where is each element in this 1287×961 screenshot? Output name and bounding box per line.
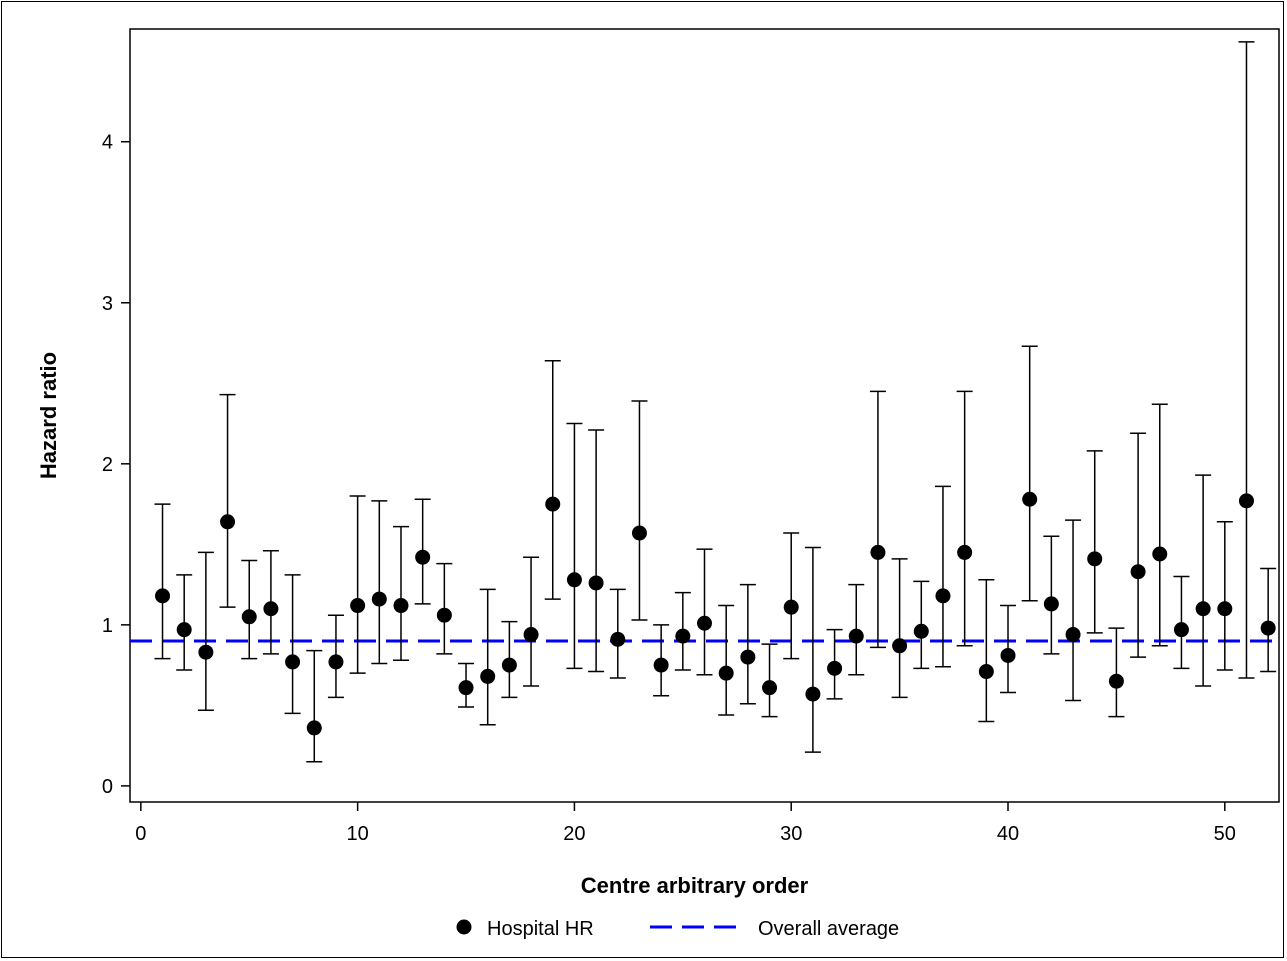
y-tick-label: 3 — [102, 293, 113, 315]
data-point — [740, 649, 756, 665]
data-point — [545, 496, 561, 512]
data-point — [848, 628, 864, 644]
data-point — [436, 607, 452, 623]
data-point — [1195, 601, 1211, 617]
data-point — [1130, 564, 1146, 580]
data-point — [415, 549, 431, 565]
data-point — [935, 588, 951, 604]
data-point — [1108, 673, 1124, 689]
y-tick-label: 2 — [102, 454, 113, 476]
x-tick-label: 0 — [135, 823, 146, 845]
data-point — [978, 664, 994, 680]
data-point — [241, 609, 257, 625]
data-point — [285, 654, 301, 670]
y-axis: 0 1 2 3 4 — [102, 132, 130, 798]
data-point — [1217, 601, 1233, 617]
data-point — [328, 654, 344, 670]
data-point — [371, 591, 387, 607]
points-layer — [155, 491, 1276, 736]
data-point — [783, 599, 799, 615]
data-point — [480, 668, 496, 684]
y-axis-title: Hazard ratio — [36, 352, 61, 479]
data-point — [653, 657, 669, 673]
data-point — [1000, 647, 1016, 663]
data-point — [697, 615, 712, 631]
data-point — [610, 631, 626, 647]
plot-area-frame — [129, 28, 1280, 803]
legend-marker-hospital-hr — [456, 919, 472, 935]
data-point — [957, 544, 973, 560]
legend-label-hospital-hr: Hospital HR — [487, 918, 594, 940]
error-bars-layer — [154, 41, 1277, 763]
data-point — [805, 686, 821, 702]
legend: Hospital HR Overall average — [456, 918, 899, 940]
data-point — [675, 628, 691, 644]
data-point — [892, 638, 908, 654]
data-point — [1238, 493, 1254, 509]
data-point — [220, 514, 236, 530]
x-tick-label: 20 — [563, 823, 585, 845]
data-point — [263, 601, 279, 617]
data-point — [306, 720, 322, 736]
x-tick-label: 40 — [997, 823, 1019, 845]
x-tick-label: 30 — [780, 823, 802, 845]
data-point — [198, 644, 214, 660]
y-tick-label: 4 — [102, 132, 113, 154]
y-tick-label: 0 — [102, 776, 113, 798]
data-point — [393, 598, 409, 614]
data-point — [1022, 491, 1038, 507]
legend-label-overall-average: Overall average — [758, 918, 899, 940]
y-tick-label: 1 — [102, 615, 113, 637]
data-point — [718, 665, 734, 681]
data-point — [350, 598, 366, 614]
x-axis: 0 10 20 30 40 50 — [135, 802, 1236, 845]
data-point — [1087, 551, 1103, 567]
data-point — [762, 680, 778, 696]
data-point — [1065, 627, 1081, 643]
data-point — [1173, 622, 1189, 638]
data-point — [501, 657, 517, 673]
data-point — [827, 660, 843, 676]
data-point — [155, 588, 171, 604]
data-point — [458, 680, 474, 696]
data-point — [1152, 546, 1168, 562]
data-point — [176, 622, 192, 638]
data-point — [631, 525, 647, 541]
x-tick-label: 10 — [347, 823, 369, 845]
data-point — [588, 575, 604, 591]
data-point — [1043, 596, 1059, 612]
data-point — [870, 544, 886, 560]
data-point — [913, 623, 929, 639]
data-point — [1260, 620, 1276, 636]
x-tick-label: 50 — [1214, 823, 1236, 845]
data-point — [523, 627, 539, 643]
x-axis-title: Centre arbitrary order — [581, 873, 809, 898]
data-point — [566, 572, 582, 588]
